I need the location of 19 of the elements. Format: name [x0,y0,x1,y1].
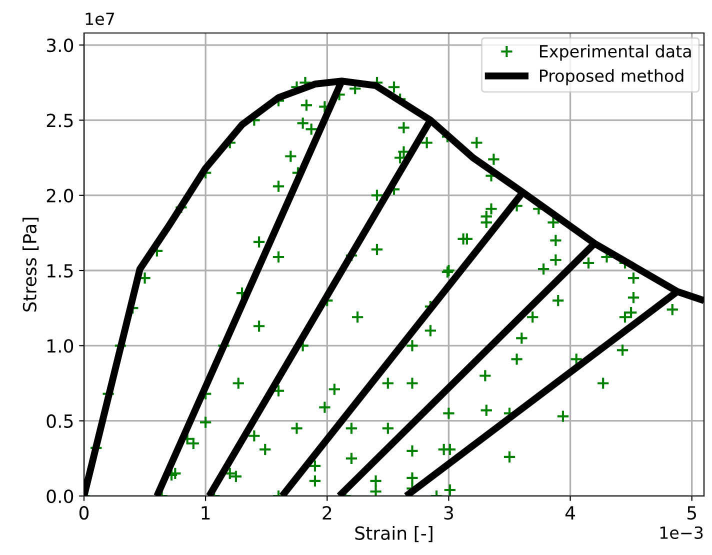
legend-label: Experimental data [540,44,691,61]
text: 1e7 [86,12,114,26]
x-tick-label: 5 [687,506,696,520]
text: 1e−3 [660,526,703,539]
x-tick-label: 3 [444,506,454,520]
legend-label: Proposed method [540,69,684,86]
x-tick-label: 1 [202,506,210,520]
y-axis-title: Stress [Pa] [22,218,39,312]
x-tick-label: 4 [565,506,576,520]
y-tick-label: 2.5 [46,114,73,128]
y-tick-label: 0.5 [46,414,73,428]
y-tick-label: 1.5 [48,264,73,278]
x-axis-title: Strain [-] [355,526,432,542]
y-tick-label: 3.0 [46,38,74,52]
y-tick-label: 2.0 [46,188,74,202]
x-tick-label: 2 [322,506,332,520]
y-tick-label: 1.0 [48,339,74,353]
y-tick-label: 0.0 [46,489,74,504]
x-tick-label: 0 [79,506,89,520]
